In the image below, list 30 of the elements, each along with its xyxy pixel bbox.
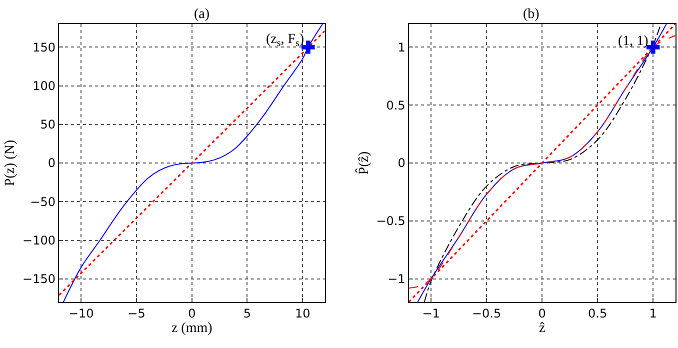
x-tick-label: 0 [538,306,546,321]
chart-title: (b) [523,7,540,22]
y-tick-label: 150 [32,40,56,54]
x-tick-label: −10 [68,306,94,321]
y-tick-label: 0 [48,156,56,170]
y-tick-label: −1 [388,272,406,286]
y-tick-label: 1 [398,40,406,54]
x-tick-label: 1 [649,306,657,321]
x-tick-label: 0 [188,306,196,321]
x-tick-label: 0.5 [588,306,608,321]
y-tick-label: 0.5 [386,98,406,112]
y-tick-label: −0.5 [376,214,406,228]
annotation: (1, 1) [618,34,649,49]
y-tick-label: −100 [22,233,56,248]
y-tick-label: 50 [40,118,56,132]
annotation: (z$_{s}$, F$_{s}$) [266,32,304,49]
y-tick-label: −50 [30,194,56,209]
x-tick-label: 5 [243,306,252,321]
x-axis-title: ẑ [538,320,546,336]
x-tick-label: 10 [294,306,310,321]
y-tick-label: 100 [32,79,56,93]
y-tick-label: −150 [22,272,56,286]
y-tick-label: 0 [398,156,406,170]
chart-title: (a) [194,7,210,22]
x-tick-label: −0.5 [472,306,502,321]
x-axis-title: z (mm) [171,320,213,336]
x-tick-label: −1 [422,306,440,321]
y-axis-title: P̂(ẑ) [355,151,372,175]
y-axis-title: P(z) (N) [3,140,18,186]
x-tick-label: −5 [128,306,146,321]
